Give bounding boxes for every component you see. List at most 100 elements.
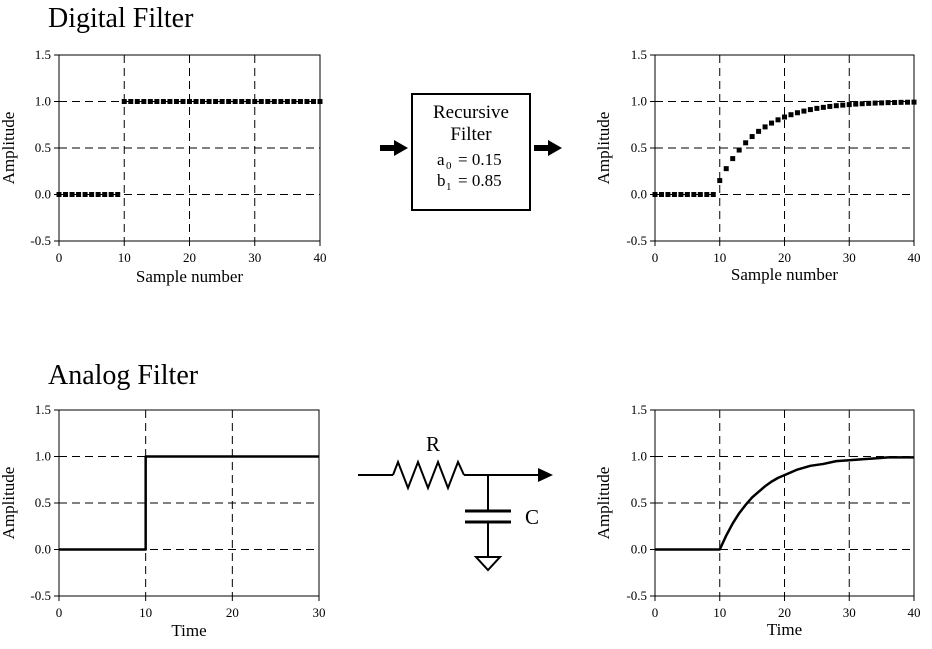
capacitor-icon: [465, 509, 511, 524]
circuit-output-arrow-icon: [538, 468, 553, 482]
coefficient-b1-symbol: b: [437, 171, 446, 190]
x-tick-label: 40: [314, 250, 327, 265]
digital-filter-title: Digital Filter: [48, 3, 194, 34]
data-point: [833, 103, 839, 109]
x-tick-label: 20: [183, 250, 196, 265]
data-point: [239, 99, 245, 104]
y-tick-label: -0.5: [626, 233, 647, 248]
y-tick-label: 1.0: [631, 449, 647, 464]
data-point: [89, 192, 95, 197]
data-point: [304, 99, 310, 104]
data-point: [108, 192, 114, 197]
x-tick-label: 40: [908, 605, 921, 620]
data-point: [56, 192, 62, 197]
series-line: [655, 456, 914, 551]
data-point: [115, 192, 121, 197]
data-point: [76, 192, 82, 197]
data-point: [885, 100, 891, 106]
data-point: [794, 110, 800, 116]
data-point: [317, 99, 323, 104]
data-point: [154, 99, 160, 104]
x-tick-label: 30: [843, 605, 856, 620]
y-tick-label: -0.5: [626, 588, 647, 603]
x-tick-label: 30: [248, 250, 261, 265]
data-point: [905, 99, 911, 105]
data-point: [226, 99, 232, 104]
data-point: [775, 117, 781, 123]
x-tick-label: 40: [908, 250, 921, 265]
data-point: [678, 192, 684, 197]
data-point: [206, 99, 212, 104]
data-point: [200, 99, 206, 104]
data-point: [769, 120, 775, 126]
data-point: [121, 99, 127, 104]
data-point: [160, 99, 166, 104]
coefficient-a0-subscript: 0: [446, 160, 452, 172]
data-point: [697, 192, 703, 197]
data-point: [173, 99, 179, 104]
x-tick-label: 20: [778, 250, 791, 265]
series-line: [59, 455, 319, 551]
data-point: [95, 192, 101, 197]
data-point: [717, 178, 723, 184]
data-point: [245, 99, 251, 104]
data-point: [801, 108, 807, 114]
data-point: [102, 192, 108, 197]
capacitor-label: C: [525, 505, 539, 529]
data-point: [866, 100, 872, 106]
y-tick-label: 1.0: [35, 449, 51, 464]
data-point: [743, 140, 749, 146]
analog-filter-title: Analog Filter: [48, 360, 199, 391]
x-tick-label: 30: [843, 250, 856, 265]
data-point: [723, 166, 729, 172]
y-tick-label: 0.0: [35, 542, 51, 557]
data-point: [846, 102, 852, 108]
x-tick-label: 0: [652, 250, 659, 265]
y-tick-label: 0.5: [35, 495, 51, 510]
data-point: [180, 99, 186, 104]
data-point: [278, 99, 284, 104]
data-point: [665, 192, 671, 197]
data-point: [749, 134, 755, 140]
coefficient-a0-symbol: a: [437, 150, 445, 169]
recursive-filter-box: [411, 93, 531, 211]
x-axis-label: Time: [767, 620, 802, 639]
x-tick-label: 20: [226, 605, 239, 620]
data-point: [820, 104, 826, 110]
data-point: [147, 99, 153, 104]
data-point: [736, 147, 742, 153]
y-tick-label: 0.5: [631, 140, 647, 155]
x-tick-label: 0: [56, 605, 63, 620]
data-point: [710, 192, 716, 197]
x-tick-label: 10: [118, 250, 131, 265]
x-tick-label: 10: [713, 605, 726, 620]
output-arrow-icon: [534, 140, 562, 156]
y-tick-label: 0.5: [631, 495, 647, 510]
data-point: [814, 105, 820, 111]
y-tick-label: 0.0: [631, 187, 647, 202]
data-point: [853, 101, 859, 107]
data-point: [658, 192, 664, 197]
data-point: [898, 99, 904, 105]
x-tick-label: 10: [713, 250, 726, 265]
analog-output-chart: 1.5 1.0 0.5 0.0 -0.5 0 10 20 30 40 Time Amplitude: [594, 402, 921, 639]
data-point: [284, 99, 290, 104]
data-point: [788, 112, 794, 118]
x-tick-label: 20: [778, 605, 791, 620]
y-tick-label: 0.5: [35, 140, 51, 155]
y-axis-label: Amplitude: [594, 112, 613, 185]
data-point: [730, 156, 736, 162]
data-point: [827, 103, 833, 109]
data-point: [252, 99, 258, 104]
y-tick-label: 1.5: [631, 47, 647, 62]
data-point: [193, 99, 199, 104]
data-point: [691, 192, 697, 197]
analog-input-chart: 1.5 1.0 0.5 0.0 -0.5 0 10 20 30 Time Amplitude: [0, 402, 326, 640]
data-point: [892, 100, 898, 106]
y-tick-label: 1.5: [35, 402, 51, 417]
data-point: [271, 99, 277, 104]
x-axis-label: Time: [171, 621, 206, 640]
data-point: [82, 192, 88, 197]
data-point: [213, 99, 219, 104]
filter-box-line2: Filter: [450, 124, 492, 145]
